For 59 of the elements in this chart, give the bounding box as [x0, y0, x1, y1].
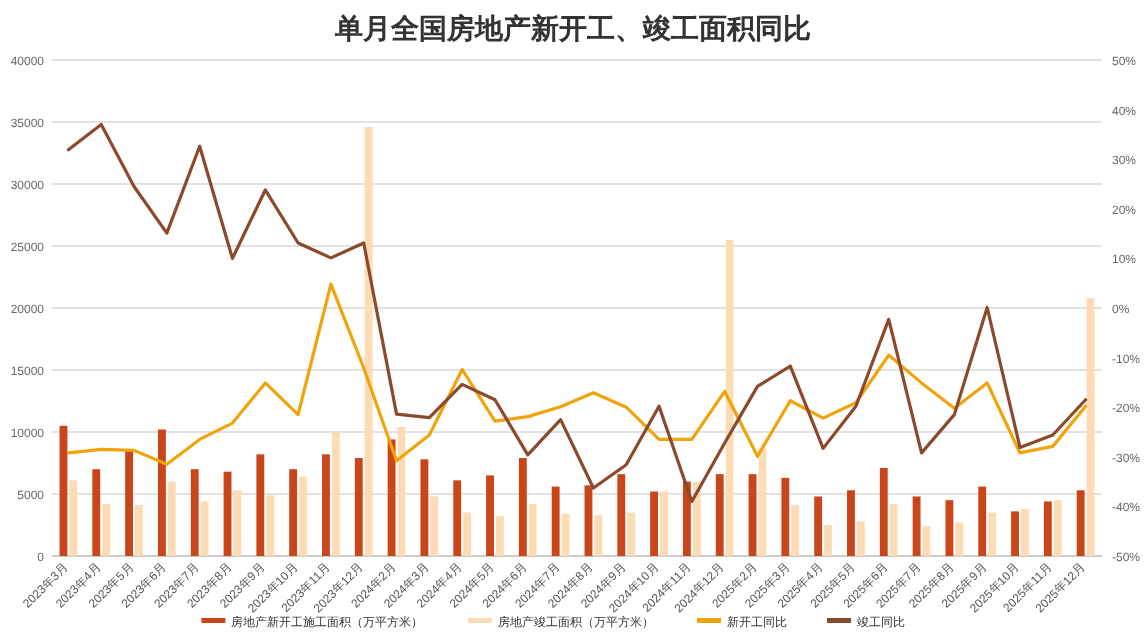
bar — [551, 486, 560, 556]
bar — [289, 469, 298, 556]
bar — [200, 501, 209, 556]
bar — [1076, 490, 1085, 556]
bar — [364, 126, 373, 556]
chart-title: 单月全国房地产新开工、竣工面积同比 — [333, 12, 811, 44]
bar — [791, 505, 800, 556]
bar — [157, 429, 166, 556]
bar — [912, 496, 921, 556]
bar — [682, 481, 691, 556]
bar — [387, 439, 396, 556]
bar — [167, 481, 176, 556]
bar — [879, 467, 888, 556]
bar — [781, 477, 790, 556]
bar — [135, 505, 143, 556]
bar — [430, 496, 439, 556]
bar — [1020, 508, 1029, 556]
bar — [125, 450, 134, 556]
bar — [354, 458, 363, 556]
bar — [824, 525, 832, 556]
bar — [190, 469, 199, 556]
bar — [955, 522, 964, 556]
bar — [486, 475, 494, 556]
bar — [420, 459, 429, 556]
bar — [847, 490, 855, 556]
bar — [69, 480, 78, 556]
bar — [978, 486, 987, 556]
bar — [266, 495, 275, 556]
bar — [945, 500, 954, 556]
bar — [627, 512, 636, 556]
bar — [922, 526, 931, 556]
line-series — [66, 282, 1088, 466]
bar — [256, 454, 265, 556]
bar — [660, 491, 668, 556]
bar — [299, 476, 307, 556]
bar — [725, 239, 734, 556]
bar — [617, 474, 626, 556]
bar — [102, 503, 111, 556]
bar — [233, 490, 242, 556]
bar — [322, 454, 330, 556]
bar — [463, 512, 472, 556]
bar — [988, 512, 997, 556]
bar — [92, 469, 101, 556]
bar — [331, 432, 340, 556]
bar — [1053, 500, 1062, 556]
bar — [594, 515, 603, 556]
bar — [814, 496, 823, 556]
bar — [692, 481, 701, 556]
bar — [758, 448, 767, 556]
bar — [889, 503, 898, 556]
bar — [495, 516, 504, 556]
bar — [518, 458, 527, 556]
bar — [453, 480, 462, 556]
bar — [1043, 501, 1052, 556]
bar — [1011, 511, 1019, 556]
bar — [650, 491, 659, 556]
bar — [528, 503, 537, 556]
bar — [715, 474, 724, 556]
bar — [856, 521, 865, 556]
